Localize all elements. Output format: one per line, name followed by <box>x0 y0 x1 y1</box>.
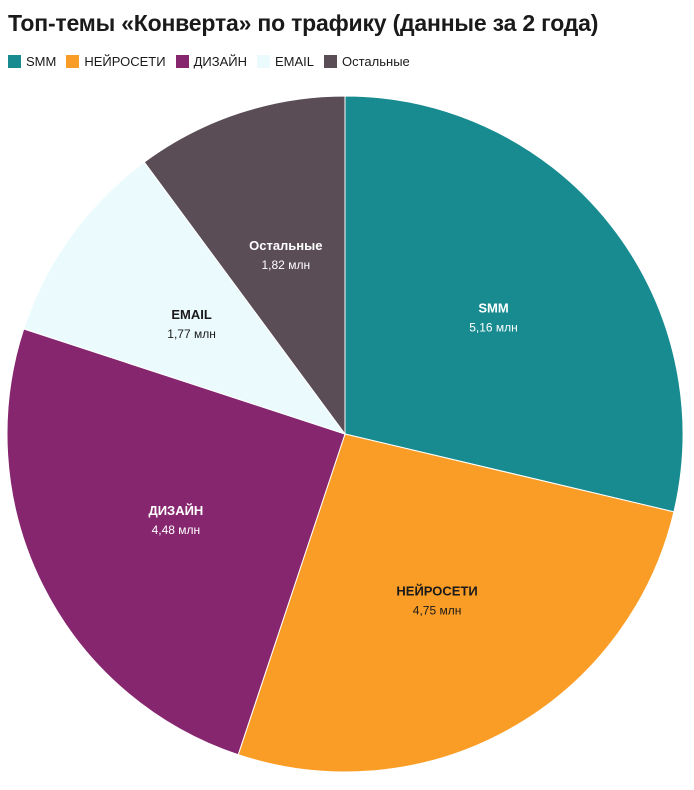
slice-label-name-smm: SMM <box>478 301 508 316</box>
legend-item-neural-networks[interactable]: НЕЙРОСЕТИ <box>66 54 166 69</box>
legend-swatch-design <box>175 55 189 68</box>
pie-slice-нейросети[interactable] <box>237 433 675 773</box>
slice-label-name-остальные: Остальные <box>249 238 322 253</box>
legend-label-neural-networks: НЕЙРОСЕТИ <box>84 54 166 69</box>
legend-swatch-other <box>324 55 338 68</box>
slice-label-value-остальные: 1,82 млн <box>262 258 311 272</box>
legend-label-email: EMAIL <box>275 54 315 69</box>
legend-item-design[interactable]: ДИЗАЙН <box>175 54 247 69</box>
slice-label-value-smm: 5,16 млн <box>469 321 518 335</box>
legend: SMM НЕЙРОСЕТИ ДИЗАЙН EMAIL Остальные <box>8 54 420 69</box>
pie-slice-email[interactable] <box>23 161 347 435</box>
legend-swatch-email <box>257 55 270 68</box>
slice-label-name-дизайн: ДИЗАЙН <box>148 503 203 518</box>
legend-item-smm[interactable]: SMM <box>8 54 56 69</box>
legend-swatch-smm <box>8 55 21 68</box>
chart-title: Топ-темы «Конверта» по трафику (данные з… <box>8 10 599 36</box>
legend-item-other[interactable]: Остальные <box>324 54 410 69</box>
legend-label-smm: SMM <box>26 54 57 69</box>
slice-label-value-дизайн: 4,48 млн <box>152 523 201 537</box>
slice-label-name-email: EMAIL <box>171 307 212 322</box>
slice-label-value-нейросети: 4,75 млн <box>413 603 462 617</box>
legend-label-design: ДИЗАЙН <box>193 54 247 69</box>
pie-slice-остальные[interactable] <box>143 95 346 436</box>
legend-item-email[interactable]: EMAIL <box>257 54 314 69</box>
pie-slice-дизайн[interactable] <box>6 328 346 756</box>
slice-label-value-email: 1,77 млн <box>167 327 216 341</box>
slice-label-name-нейросети: НЕЙРОСЕТИ <box>396 583 477 598</box>
pie-slice-smm[interactable] <box>344 95 684 513</box>
legend-label-other: Остальные <box>342 54 410 69</box>
legend-swatch-neural-networks <box>66 55 80 68</box>
